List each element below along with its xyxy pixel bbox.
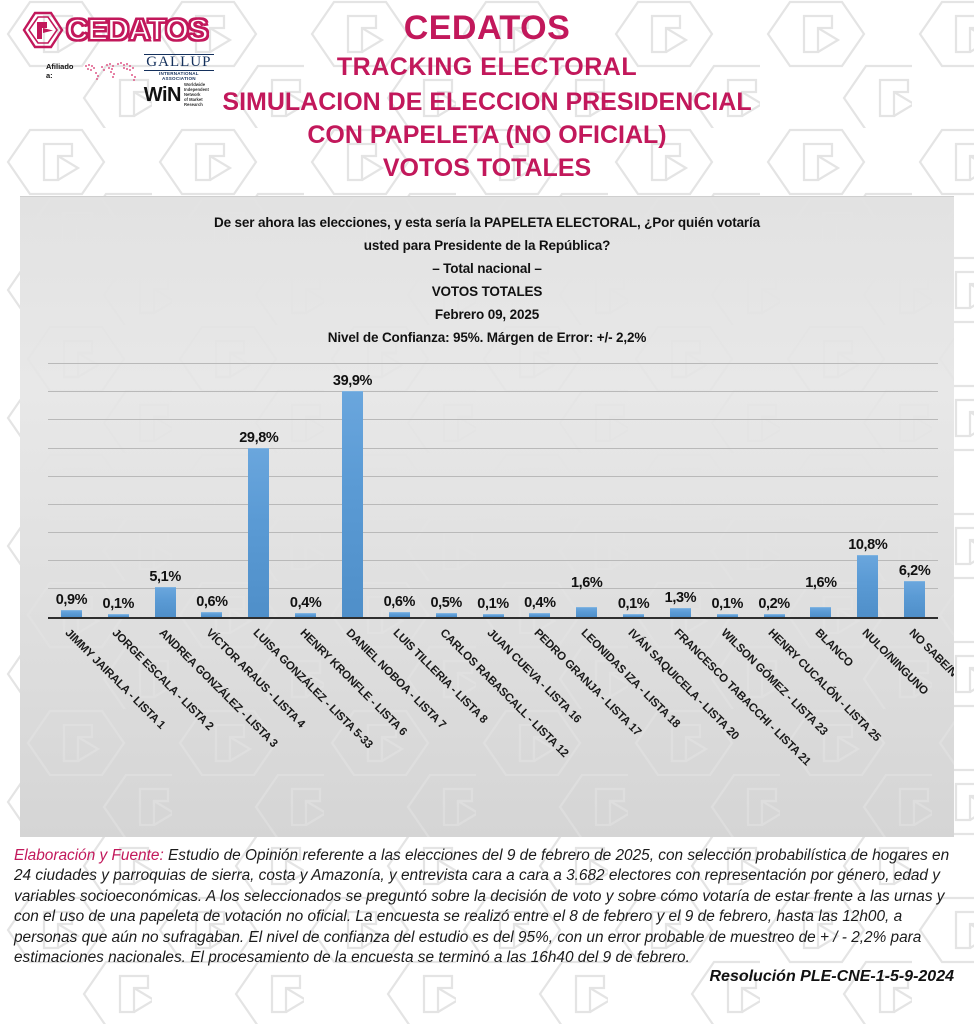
bar-slot[interactable]: 10,8% bbox=[844, 363, 891, 617]
world-map-icon bbox=[80, 57, 142, 85]
x-label-slot: IVÁN SAQUICELA - LISTA 20 bbox=[610, 621, 740, 821]
x-label-slot: BLANCO bbox=[798, 621, 854, 821]
resolution-text: Resolución PLE-CNE-1-5-9-2024 bbox=[709, 968, 954, 986]
chart-scope: – Total nacional – bbox=[432, 261, 542, 276]
x-label-slot: LUISA GONZÁLEZ - LISTA 5-33 bbox=[235, 621, 374, 821]
chart-x-axis bbox=[48, 616, 938, 619]
footer-note: Elaboración y Fuente: Estudio de Opinión… bbox=[0, 846, 974, 1024]
x-label-slot: PEDRO GRANJA - LISTA 17 bbox=[516, 621, 643, 821]
bar-value-label: 0,9% bbox=[55, 592, 88, 609]
page-heading-line3: VOTOS TOTALES bbox=[382, 154, 592, 182]
win-subtitle: Worldwide Independent Network of Market … bbox=[184, 82, 214, 107]
cedatos-hex-icon bbox=[22, 11, 64, 49]
bar-slot[interactable]: 0,5% bbox=[423, 363, 470, 617]
bar-value-label: 0,4% bbox=[524, 595, 556, 612]
bar-value-label: 0,1% bbox=[617, 595, 650, 612]
x-label-slot: LEONIDAS IZA - LISTA 18 bbox=[563, 621, 681, 821]
cedatos-wordmark: CEDATOS bbox=[65, 11, 210, 48]
gallup-subtitle: INTERNATIONAL ASSOCIATION bbox=[158, 71, 199, 81]
chart-x-axis-labels: JIMMY JAIRALA - LISTA 1 JORGE ESCALA - LI… bbox=[48, 621, 954, 821]
footer-body: Estudio de Opinión referente a las elecc… bbox=[14, 847, 950, 967]
chart-panel: De ser ahora las elecciones, y esta serí… bbox=[20, 196, 954, 837]
chart-confidence: Nivel de Confianza: 95%. Márgen de Error… bbox=[327, 330, 647, 345]
x-label-slot: JIMMY JAIRALA - LISTA 1 bbox=[48, 621, 168, 821]
bar-slot[interactable]: 0,1% bbox=[704, 363, 751, 617]
bar[interactable] bbox=[669, 608, 691, 617]
bar-slot[interactable]: 6,2% bbox=[891, 363, 938, 617]
chart-header-text: De ser ahora las elecciones, y esta serí… bbox=[20, 197, 954, 349]
bar-value-label: 0,1% bbox=[477, 595, 509, 612]
bar-value-label: 0,6% bbox=[196, 594, 228, 611]
bar[interactable] bbox=[576, 606, 598, 617]
bar-slot[interactable]: 1,3% bbox=[657, 363, 704, 617]
cedatos-logo: CEDATOS Afiliado a: bbox=[22, 8, 214, 107]
bar-value-label: 0,1% bbox=[102, 595, 135, 612]
bar-value-label: 0,2% bbox=[758, 595, 790, 612]
bar-slot[interactable]: 39,9% bbox=[329, 363, 376, 617]
x-label-slot: NULO/NINGUNO bbox=[844, 621, 929, 821]
bar-slot[interactable]: 0,1% bbox=[610, 363, 657, 617]
x-label-slot: JORGE ESCALA - LISTA 2 bbox=[95, 621, 216, 821]
x-label-slot: JUAN CUEVA - LISTA 16 bbox=[470, 621, 584, 821]
bar-value-label: 0,4% bbox=[289, 595, 322, 612]
x-label-slot: NO SABE/NO RESPONDE bbox=[891, 621, 954, 821]
gallup-wordmark: GALLUP bbox=[143, 54, 214, 71]
bar-slot[interactable]: 1,6% bbox=[563, 363, 610, 617]
x-label-slot: DANIEL NOBOA - LISTA 7 bbox=[329, 621, 448, 821]
chart-question-line2: usted para Presidente de la República? bbox=[363, 238, 611, 253]
bar-slot[interactable]: 0,4% bbox=[516, 363, 563, 617]
bar-slot[interactable]: 0,1% bbox=[95, 363, 142, 617]
chart-bars: 0,9% 0,1% 5,1% 0,6% 29,8% 0,4% 39,9% 0,6% 0,5% 0,… bbox=[48, 363, 938, 617]
chart-date: Febrero 09, 2025 bbox=[434, 307, 540, 322]
bar-value-label: 0,5% bbox=[430, 594, 462, 611]
x-label-slot: FRANCESCO TABACCHI - LISTA 21 bbox=[657, 621, 813, 821]
chart-votes-type: VOTOS TOTALES bbox=[431, 284, 543, 299]
bar-slot[interactable]: 0,6% bbox=[376, 363, 423, 617]
bar[interactable] bbox=[857, 554, 879, 617]
bar-value-label: 6,2% bbox=[898, 562, 931, 579]
bar-slot[interactable]: 29,8% bbox=[235, 363, 282, 617]
bar-value-label: 1,6% bbox=[570, 574, 603, 591]
x-label-slot: VÍCTOR ARAUS - LISTA 4 bbox=[189, 621, 306, 821]
page-heading-line2: CON PAPELETA (NO OFICIAL) bbox=[307, 121, 667, 149]
x-label-slot: HENRY KRONFLE - LISTA 6 bbox=[282, 621, 408, 821]
win-sub-3: of Market Research bbox=[183, 97, 203, 107]
bar[interactable] bbox=[341, 390, 363, 617]
bar[interactable] bbox=[904, 580, 926, 617]
bar-value-label: 5,1% bbox=[149, 568, 181, 585]
win-wordmark: WiN bbox=[143, 83, 182, 106]
win-sub-2: Independent Network bbox=[183, 87, 209, 97]
bar-slot[interactable]: 1,6% bbox=[798, 363, 845, 617]
bar-value-label: 39,9% bbox=[332, 372, 373, 389]
bar-slot[interactable]: 0,9% bbox=[48, 363, 95, 617]
x-label-slot: LUIS TILLERIA - LISTA 8 bbox=[376, 621, 490, 821]
bar-slot[interactable]: 0,1% bbox=[470, 363, 517, 617]
bar-value-label: 0,1% bbox=[711, 595, 744, 612]
bar-slot[interactable]: 0,2% bbox=[751, 363, 798, 617]
bar-slot[interactable]: 0,4% bbox=[282, 363, 329, 617]
chart-question-line1: De ser ahora las elecciones, y esta serí… bbox=[213, 215, 760, 230]
bar[interactable] bbox=[810, 606, 832, 617]
bar-value-label: 1,3% bbox=[664, 590, 697, 607]
bar[interactable] bbox=[248, 447, 270, 617]
affiliate-label: Afiliado a: bbox=[46, 62, 74, 80]
footer-lead: Elaboración y Fuente: bbox=[14, 847, 164, 864]
bar[interactable] bbox=[154, 586, 176, 617]
bar-chart-plot: 0,9% 0,1% 5,1% 0,6% 29,8% 0,4% 39,9% 0,6% 0,5% 0,… bbox=[48, 363, 938, 619]
bar-value-label: 29,8% bbox=[239, 429, 279, 446]
x-label-slot: CARLOS RABASCALL - LISTA 12 bbox=[423, 621, 571, 821]
page-header: CEDATOS Afiliado a: bbox=[0, 0, 974, 196]
bar-value-label: 10,8% bbox=[848, 536, 888, 553]
x-label-slot: ANDREA GONZÁLEZ - LISTA 3 bbox=[142, 621, 280, 821]
bar-value-label: 1,6% bbox=[805, 574, 837, 591]
x-label-slot: WILSON GÓMEZ - LISTA 23 bbox=[704, 621, 830, 821]
footer-paragraph: Elaboración y Fuente: Estudio de Opinión… bbox=[14, 846, 960, 968]
bar-slot[interactable]: 0,6% bbox=[189, 363, 236, 617]
bar-slot[interactable]: 5,1% bbox=[142, 363, 189, 617]
x-label-slot: HENRY CUCALÓN - LISTA 25 bbox=[751, 621, 883, 821]
bar-value-label: 0,6% bbox=[383, 594, 416, 611]
